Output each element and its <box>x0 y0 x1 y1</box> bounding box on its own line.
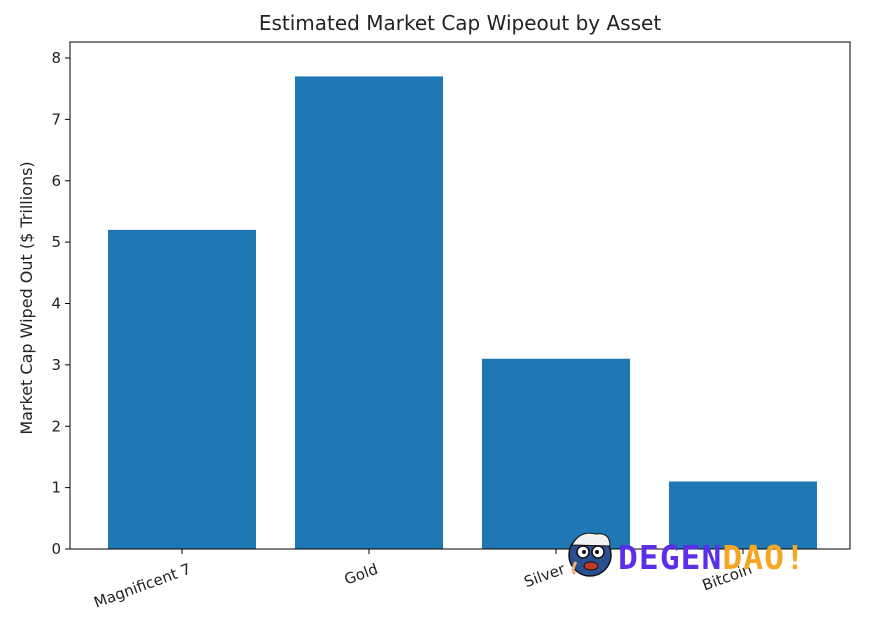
cartoon-face-logo-icon <box>568 532 612 577</box>
y-tick-label: 3 <box>51 356 61 374</box>
y-tick-label: 8 <box>51 49 61 67</box>
y-tick-label: 0 <box>51 540 61 558</box>
y-tick-label: 2 <box>51 417 61 435</box>
y-tick-label: 6 <box>51 172 61 190</box>
y-axis-label: Market Cap Wiped Out ($ Trillions) <box>17 161 36 434</box>
watermark-text-part1: DEGEN <box>618 538 722 577</box>
y-tick-label: 7 <box>51 110 61 128</box>
chart-title: Estimated Market Cap Wipeout by Asset <box>259 11 661 35</box>
plot-frame <box>69 41 851 550</box>
bar-series <box>108 76 817 549</box>
bar-silver <box>482 358 630 549</box>
y-tick-label: 5 <box>51 233 61 251</box>
watermark-text: DEGENDAO! <box>618 538 806 577</box>
y-tick-label: 1 <box>51 479 61 497</box>
bar-bitcoin <box>669 481 817 549</box>
bar-magnificent-7 <box>108 229 256 549</box>
x-tick-label: Magnificent 7 <box>91 560 193 612</box>
watermark-text-part2: DAO! <box>722 538 805 577</box>
y-tick-label: 4 <box>51 295 61 313</box>
y-axis-ticks: 0 1 2 3 4 5 6 7 8 <box>51 49 70 558</box>
bar-gold <box>295 76 443 549</box>
x-tick-label: Gold <box>342 560 381 589</box>
x-tick-label: Silver <box>522 560 569 592</box>
watermark-logo: DEGENDAO! <box>568 532 806 577</box>
